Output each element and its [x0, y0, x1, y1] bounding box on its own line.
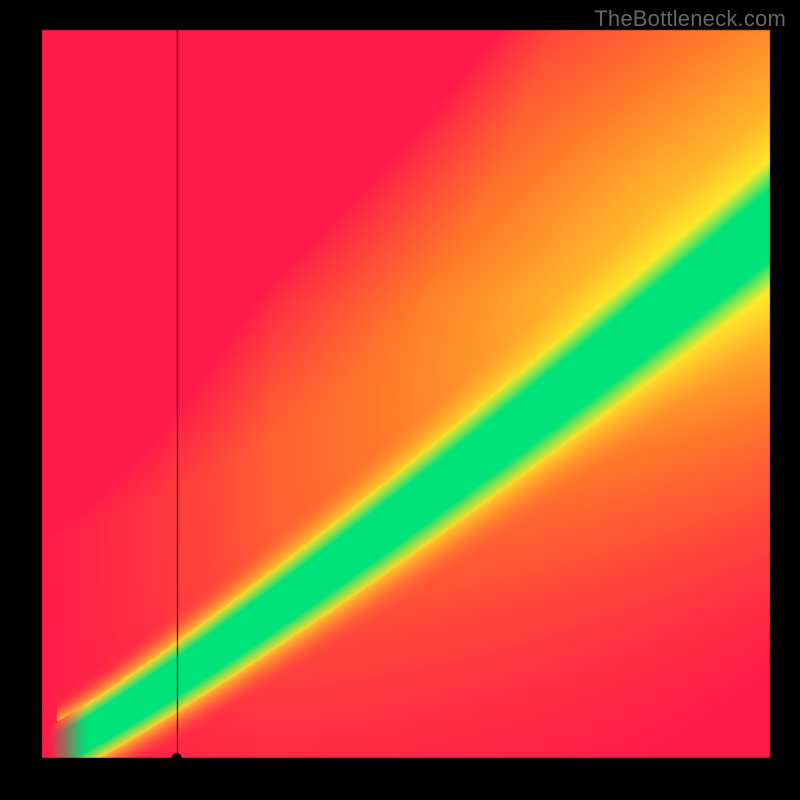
watermark-label: TheBottleneck.com — [594, 6, 786, 32]
chart-container: TheBottleneck.com — [0, 0, 800, 800]
overlay-canvas — [0, 0, 800, 800]
